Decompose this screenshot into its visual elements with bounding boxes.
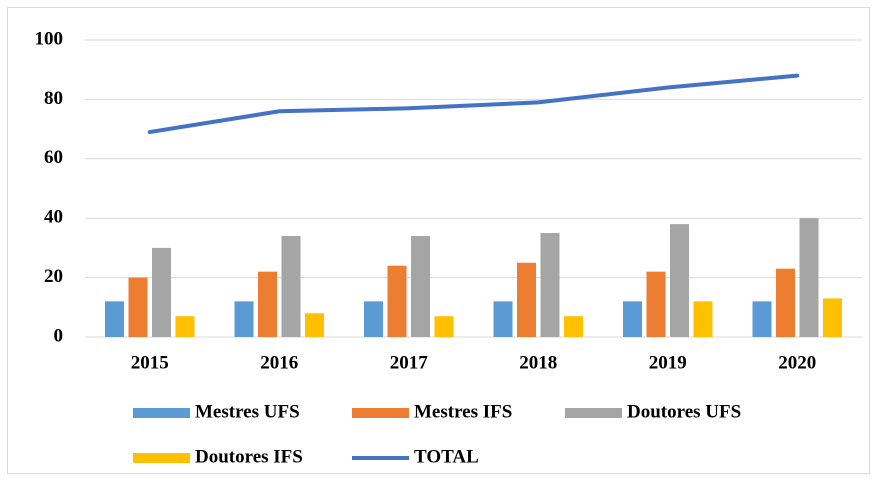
x-tick-label: 2017: [390, 352, 429, 373]
legend-swatch: [133, 408, 190, 418]
legend-swatch: [352, 408, 409, 418]
bar: [517, 262, 536, 337]
bar: [493, 301, 513, 337]
y-tick-label: 100: [35, 28, 64, 49]
legend-label: Doutores UFS: [627, 401, 741, 422]
bar: [434, 316, 454, 337]
legend-label: Doutores IFS: [195, 446, 303, 467]
y-tick-label: 20: [44, 266, 63, 287]
bar: [234, 301, 254, 337]
bar: [152, 247, 171, 337]
bar: [670, 224, 689, 337]
line-series: [147, 73, 800, 135]
chart-frame: [7, 7, 870, 474]
bar: [128, 277, 148, 337]
y-tick-label: 0: [54, 325, 64, 346]
bar: [411, 236, 430, 337]
y-tick-label: 60: [44, 147, 63, 168]
y-tick-label: 40: [44, 207, 63, 228]
bar: [799, 218, 819, 337]
bar: [364, 301, 383, 337]
legend-swatch: [565, 408, 622, 418]
bar: [623, 301, 642, 337]
bar: [258, 271, 277, 337]
bar: [105, 301, 124, 337]
bar: [387, 265, 407, 337]
bar: [540, 233, 560, 337]
bar: [564, 316, 583, 337]
x-tick-label: 2016: [260, 352, 298, 373]
bar: [823, 298, 842, 337]
legend-label: Mestres UFS: [195, 401, 300, 422]
bar: [752, 301, 772, 337]
bar: [305, 313, 324, 337]
x-tick-label: 2015: [131, 352, 169, 373]
y-tick-label: 80: [44, 88, 63, 109]
bar: [776, 268, 795, 337]
legend-label: Mestres IFS: [414, 401, 512, 422]
legend-swatch: [133, 453, 190, 463]
legend-label: TOTAL: [414, 446, 479, 467]
x-tick-label: 2019: [649, 352, 687, 373]
bar: [646, 271, 666, 337]
bar: [693, 301, 713, 337]
x-tick-label: 2018: [519, 352, 557, 373]
bar: [281, 236, 301, 337]
bar: [175, 316, 195, 337]
x-tick-label: 2020: [778, 352, 816, 373]
